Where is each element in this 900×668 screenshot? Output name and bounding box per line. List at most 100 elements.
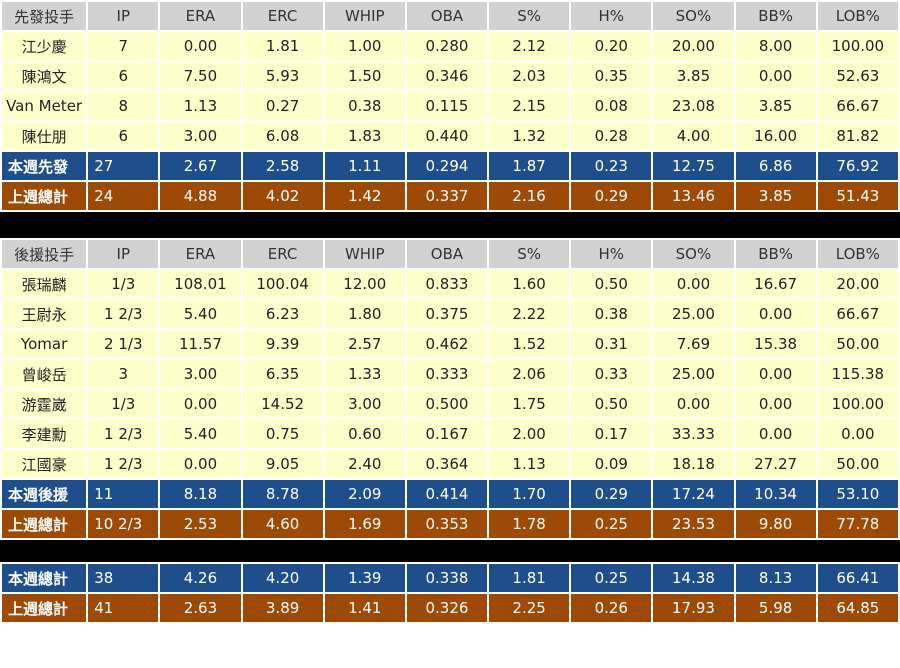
stat-cell: 1.70 (489, 480, 570, 508)
starters-table: 先發投手 IP ERA ERC WHIP OBA S% H% SO% BB% LOB% 江少慶 7 0.0… (0, 0, 900, 212)
pitcher-row: Van Meter 8 1.13 0.27 0.38 0.115 2.15 0.08 23.08… (2, 92, 898, 120)
stat-cell: 3.89 (242, 594, 323, 622)
stat-cell: 0.00 (735, 360, 816, 388)
header-row: 後援投手 IP ERA ERC WHIP OBA S% H% SO% BB% LOB% (2, 240, 898, 268)
stat-cell: 23.53 (653, 510, 734, 538)
stat-cell: 3.85 (735, 182, 816, 210)
stat-cell: 5.40 (160, 300, 241, 328)
stat-cell: 0.28 (571, 122, 652, 150)
stat-cell: 0.29 (571, 182, 652, 210)
stat-cell: 27 (88, 152, 159, 180)
column-header: IP (88, 240, 159, 268)
stat-cell: 0.27 (242, 92, 323, 120)
stat-cell: 38 (88, 564, 159, 592)
pitcher-row: 曾峻岳 3 3.00 6.35 1.33 0.333 2.06 0.33 25.00 0.00 11… (2, 360, 898, 388)
stat-cell: 9.05 (242, 450, 323, 478)
row-label-cell: 上週總計 (2, 182, 87, 210)
pitcher-row: 王尉永 1 2/3 5.40 6.23 1.80 0.375 2.22 0.38 25.00 0.… (2, 300, 898, 328)
stat-cell: 0.75 (242, 420, 323, 448)
stat-cell: 0.280 (406, 32, 488, 60)
stat-cell: 1.60 (489, 270, 570, 298)
stat-cell: 5.40 (160, 420, 241, 448)
stat-cell: 66.41 (817, 564, 898, 592)
stat-cell: 0.00 (735, 300, 816, 328)
stat-cell: 0.00 (160, 390, 241, 418)
column-header: BB% (735, 240, 816, 268)
stat-cell: 5.98 (735, 594, 816, 622)
stat-cell: 23.08 (653, 92, 734, 120)
stat-cell: 0.00 (160, 450, 241, 478)
stat-cell: 6.08 (242, 122, 323, 150)
stat-cell: 10.34 (735, 480, 816, 508)
stat-cell: 1.50 (324, 62, 405, 90)
row-label-cell: 江國豪 (2, 450, 87, 478)
stat-cell: 52.63 (817, 62, 898, 90)
stat-cell: 66.67 (817, 92, 898, 120)
stat-cell: 0.00 (653, 270, 734, 298)
pitcher-row: 李建勳 1 2/3 5.40 0.75 0.60 0.167 2.00 0.17 33.33 0.… (2, 420, 898, 448)
stat-cell: 9.39 (242, 330, 323, 358)
stat-cell: 1.11 (324, 152, 405, 180)
stat-cell: 0.00 (653, 390, 734, 418)
header-row: 先發投手 IP ERA ERC WHIP OBA S% H% SO% BB% LOB% (2, 2, 898, 30)
stat-cell: 0.29 (571, 480, 652, 508)
stat-cell: 2.03 (489, 62, 570, 90)
stat-cell: 0.00 (817, 420, 898, 448)
stat-cell: 14.38 (653, 564, 734, 592)
stat-cell: 3.00 (160, 122, 241, 150)
column-header: IP (88, 2, 159, 30)
stat-cell: 50.00 (817, 450, 898, 478)
row-label-cell: 王尉永 (2, 300, 87, 328)
stat-cell: 17.24 (653, 480, 734, 508)
pitcher-row: 江國豪 1 2/3 0.00 9.05 2.40 0.364 1.13 0.09 18.18 27… (2, 450, 898, 478)
stat-cell: 77.78 (817, 510, 898, 538)
stat-cell: 14.52 (242, 390, 323, 418)
stat-cell: 0.26 (571, 594, 652, 622)
stat-cell: 0.375 (406, 300, 488, 328)
column-header: ERC (242, 2, 323, 30)
stat-cell: 4.88 (160, 182, 241, 210)
column-header: WHIP (324, 2, 405, 30)
stat-cell: 27.27 (735, 450, 816, 478)
stat-cell: 0.50 (571, 390, 652, 418)
row-label-cell: 曾峻岳 (2, 360, 87, 388)
stat-cell: 1.33 (324, 360, 405, 388)
stat-cell: 13.46 (653, 182, 734, 210)
row-label-cell: 陳仕朋 (2, 122, 87, 150)
stat-cell: 0.38 (324, 92, 405, 120)
stat-cell: 66.67 (817, 300, 898, 328)
stat-cell: 76.92 (817, 152, 898, 180)
stat-cell: 0.115 (406, 92, 488, 120)
stat-cell: 0.333 (406, 360, 488, 388)
stat-cell: 0.25 (571, 510, 652, 538)
stat-cell: 4.20 (242, 564, 323, 592)
stat-cell: 2.22 (489, 300, 570, 328)
stat-cell: 2.06 (489, 360, 570, 388)
stat-cell: 3.00 (160, 360, 241, 388)
last-week-relievers-row: 上週總計 10 2/3 2.53 4.60 1.69 0.353 1.78 0.25 23.53… (2, 510, 898, 538)
stat-cell: 41 (88, 594, 159, 622)
stat-cell: 8.18 (160, 480, 241, 508)
stat-cell: 0.500 (406, 390, 488, 418)
stat-cell: 0.414 (406, 480, 488, 508)
stat-cell: 1.69 (324, 510, 405, 538)
stat-cell: 1.80 (324, 300, 405, 328)
stat-cell: 6.23 (242, 300, 323, 328)
stat-cell: 1.00 (324, 32, 405, 60)
stat-cell: 7.50 (160, 62, 241, 90)
last-week-starters-row: 上週總計 24 4.88 4.02 1.42 0.337 2.16 0.29 13.46 3.85… (2, 182, 898, 210)
stat-cell: 0.00 (160, 32, 241, 60)
last-week-total-row: 上週總計 41 2.63 3.89 1.41 0.326 2.25 0.26 17.93 5.98… (2, 594, 898, 622)
stat-cell: 12.75 (653, 152, 734, 180)
pitcher-row: 游霆崴 1/3 0.00 14.52 3.00 0.500 1.75 0.50 0.00 0.00… (2, 390, 898, 418)
stat-cell: 1.41 (324, 594, 405, 622)
stat-cell: 2.63 (160, 594, 241, 622)
stat-cell: 8.00 (735, 32, 816, 60)
stat-cell: 4.26 (160, 564, 241, 592)
stat-cell: 16.00 (735, 122, 816, 150)
stat-cell: 2.40 (324, 450, 405, 478)
pitcher-row: Yomar 2 1/3 11.57 9.39 2.57 0.462 1.52 0.31 7.69… (2, 330, 898, 358)
stat-cell: 2.58 (242, 152, 323, 180)
row-label-cell: 游霆崴 (2, 390, 87, 418)
stat-cell: 0.462 (406, 330, 488, 358)
